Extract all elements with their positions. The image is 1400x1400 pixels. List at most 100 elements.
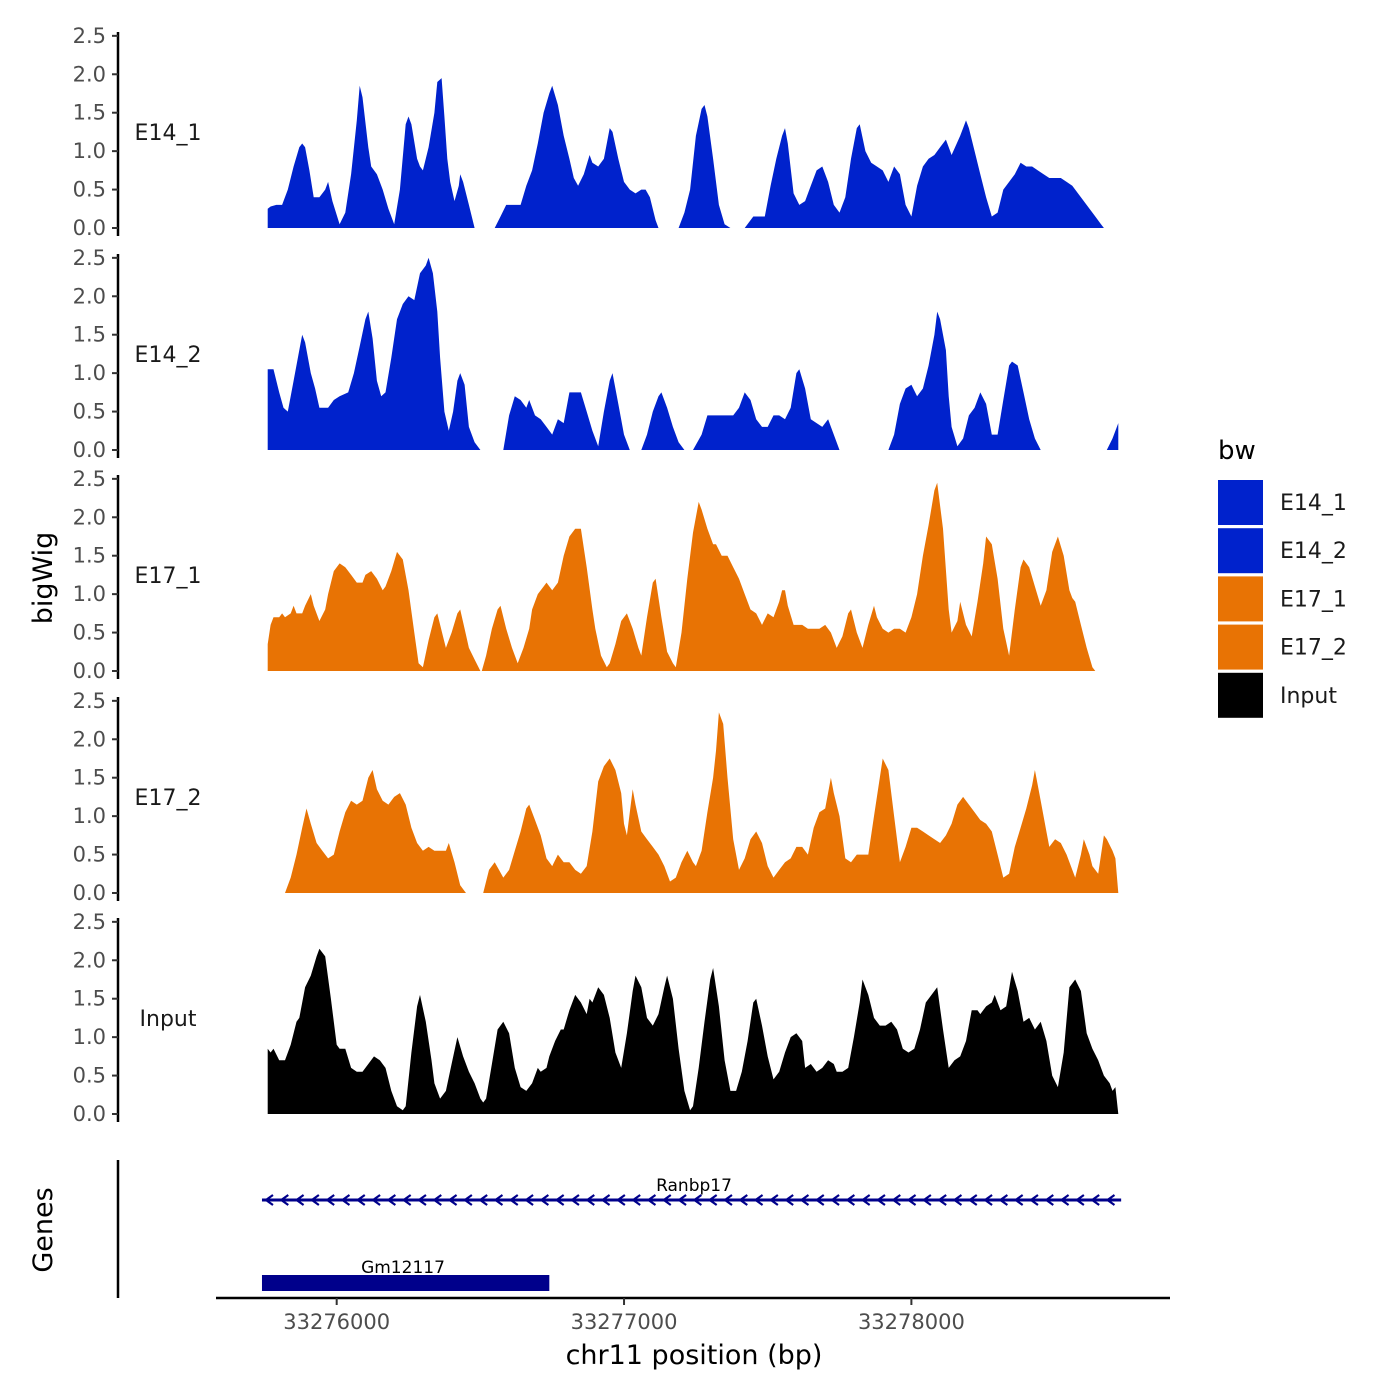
strand-arrow	[1013, 1194, 1024, 1206]
y-tick-label: 2.0	[73, 284, 106, 308]
strand-arrow	[262, 1276, 273, 1290]
signal-area	[483, 712, 1119, 893]
strand-arrow	[585, 1194, 595, 1206]
legend-swatch	[1218, 528, 1263, 574]
strand-arrow	[1059, 1194, 1070, 1206]
strand-arrow	[386, 1194, 397, 1206]
strand-arrow	[937, 1194, 947, 1206]
strand-arrow	[1029, 1194, 1039, 1206]
track-input: 0.0 0.5 1.0 1.5 2.0 2.5 Input	[73, 910, 1119, 1126]
strand-arrow	[615, 1194, 626, 1206]
strand-arrow	[371, 1194, 381, 1206]
signal-area	[744, 120, 1104, 228]
y-tick-label: 0.0	[73, 438, 106, 462]
signal-area	[285, 770, 466, 893]
legend-label: E14_2	[1280, 539, 1347, 564]
strand-arrow	[646, 1194, 657, 1206]
y-tick-label: 2.5	[73, 246, 106, 270]
strand-arrow	[355, 1194, 366, 1206]
strand-arrow	[661, 1194, 672, 1206]
strand-arrow	[784, 1194, 794, 1206]
x-tick-label: 33277000	[571, 1310, 678, 1334]
y-tick-label: 0.0	[73, 1102, 106, 1126]
y-tick-label: 1.5	[73, 323, 106, 347]
track-label: Input	[140, 1007, 197, 1032]
legend-title: bw	[1218, 436, 1256, 466]
y-tick-label: 0.5	[73, 400, 106, 424]
strand-arrow	[830, 1194, 840, 1206]
track-label: E14_1	[135, 121, 202, 146]
strand-arrow	[845, 1194, 856, 1206]
legend-swatch	[1218, 576, 1263, 622]
y-tick-label: 1.5	[73, 987, 106, 1011]
strand-arrow	[1105, 1194, 1116, 1206]
gene-label: Gm12117	[361, 1258, 445, 1278]
legend-label: E14_1	[1280, 491, 1347, 516]
y-tick-label: 0.5	[73, 843, 106, 867]
strand-arrow	[279, 1194, 289, 1206]
track-e14-1: 0.0 0.5 1.0 1.5 2.0 2.5 E14_1	[73, 24, 1104, 240]
signal-area	[481, 482, 1096, 671]
y-tick-label: 0.0	[73, 216, 106, 240]
y-tick-label: 2.5	[73, 689, 106, 713]
strand-arrow	[753, 1194, 764, 1206]
track-label: E14_2	[135, 343, 202, 368]
y-tick-label: 0.5	[73, 178, 106, 202]
track-e17-1: 0.0 0.5 1.0 1.5 2.0 2.5 E17_1	[73, 467, 1096, 683]
strand-arrow	[983, 1194, 993, 1206]
strand-arrow	[799, 1194, 810, 1206]
signal-area	[1106, 423, 1119, 450]
strand-arrow	[952, 1194, 963, 1206]
strand-arrow	[325, 1194, 335, 1206]
strand-arrow	[1044, 1194, 1054, 1206]
signal-area	[503, 373, 630, 450]
y-tick-label: 2.0	[73, 948, 106, 972]
strand-arrow	[417, 1194, 427, 1206]
y-axis-title: bigWig	[28, 532, 59, 625]
strand-arrow	[493, 1194, 504, 1206]
strand-arrow	[294, 1194, 305, 1206]
genes-axis-title: Genes	[28, 1187, 59, 1272]
legend-item: E14_1	[1218, 480, 1347, 525]
gene-gm12117: Gm12117	[261, 1258, 550, 1291]
track-e14-2: 0.0 0.5 1.0 1.5 2.0 2.5 E14_2	[73, 246, 1119, 462]
signal-area	[267, 948, 1119, 1114]
track-label: E17_2	[135, 786, 202, 811]
signal-area	[267, 78, 475, 228]
signal-area	[267, 257, 481, 450]
y-tick-label: 1.0	[73, 139, 106, 163]
y-tick-label: 2.5	[73, 24, 106, 48]
legend-swatch	[1218, 624, 1263, 670]
legend-swatch	[1218, 672, 1263, 718]
strand-arrow	[692, 1194, 703, 1206]
strand-arrow	[1090, 1194, 1100, 1206]
strand-arrow	[891, 1194, 901, 1206]
strand-arrow	[309, 1194, 320, 1206]
strand-arrow	[524, 1194, 534, 1206]
legend-label: E17_1	[1280, 587, 1347, 612]
track-label: E17_1	[135, 564, 202, 589]
strand-arrow	[478, 1194, 488, 1206]
signal-area	[267, 551, 481, 671]
strand-arrow	[967, 1194, 978, 1206]
legend-item: E17_1	[1218, 576, 1347, 622]
y-tick-label: 0.5	[73, 1064, 106, 1088]
signal-area	[693, 369, 840, 450]
strand-arrow	[600, 1194, 611, 1206]
legend: bw E14_1 E14_2 E17_1 E17_2 Input	[1218, 436, 1347, 718]
strand-arrow	[876, 1194, 886, 1206]
signal-area	[678, 105, 731, 228]
y-tick-label: 1.5	[73, 766, 106, 790]
track-e17-2: 0.0 0.5 1.0 1.5 2.0 2.5 E17_2	[73, 689, 1119, 905]
signal-area	[888, 311, 1041, 450]
gene-label: Ranbp17	[656, 1176, 732, 1196]
strand-arrow	[906, 1194, 917, 1206]
strand-arrow	[814, 1194, 825, 1206]
y-tick-label: 1.5	[73, 544, 106, 568]
legend-swatch	[1218, 480, 1263, 525]
strand-arrow	[554, 1194, 565, 1206]
y-tick-label: 2.0	[73, 62, 106, 86]
gene-ranbp17: Ranbp17	[261, 1176, 1122, 1206]
strand-arrow	[447, 1194, 458, 1206]
